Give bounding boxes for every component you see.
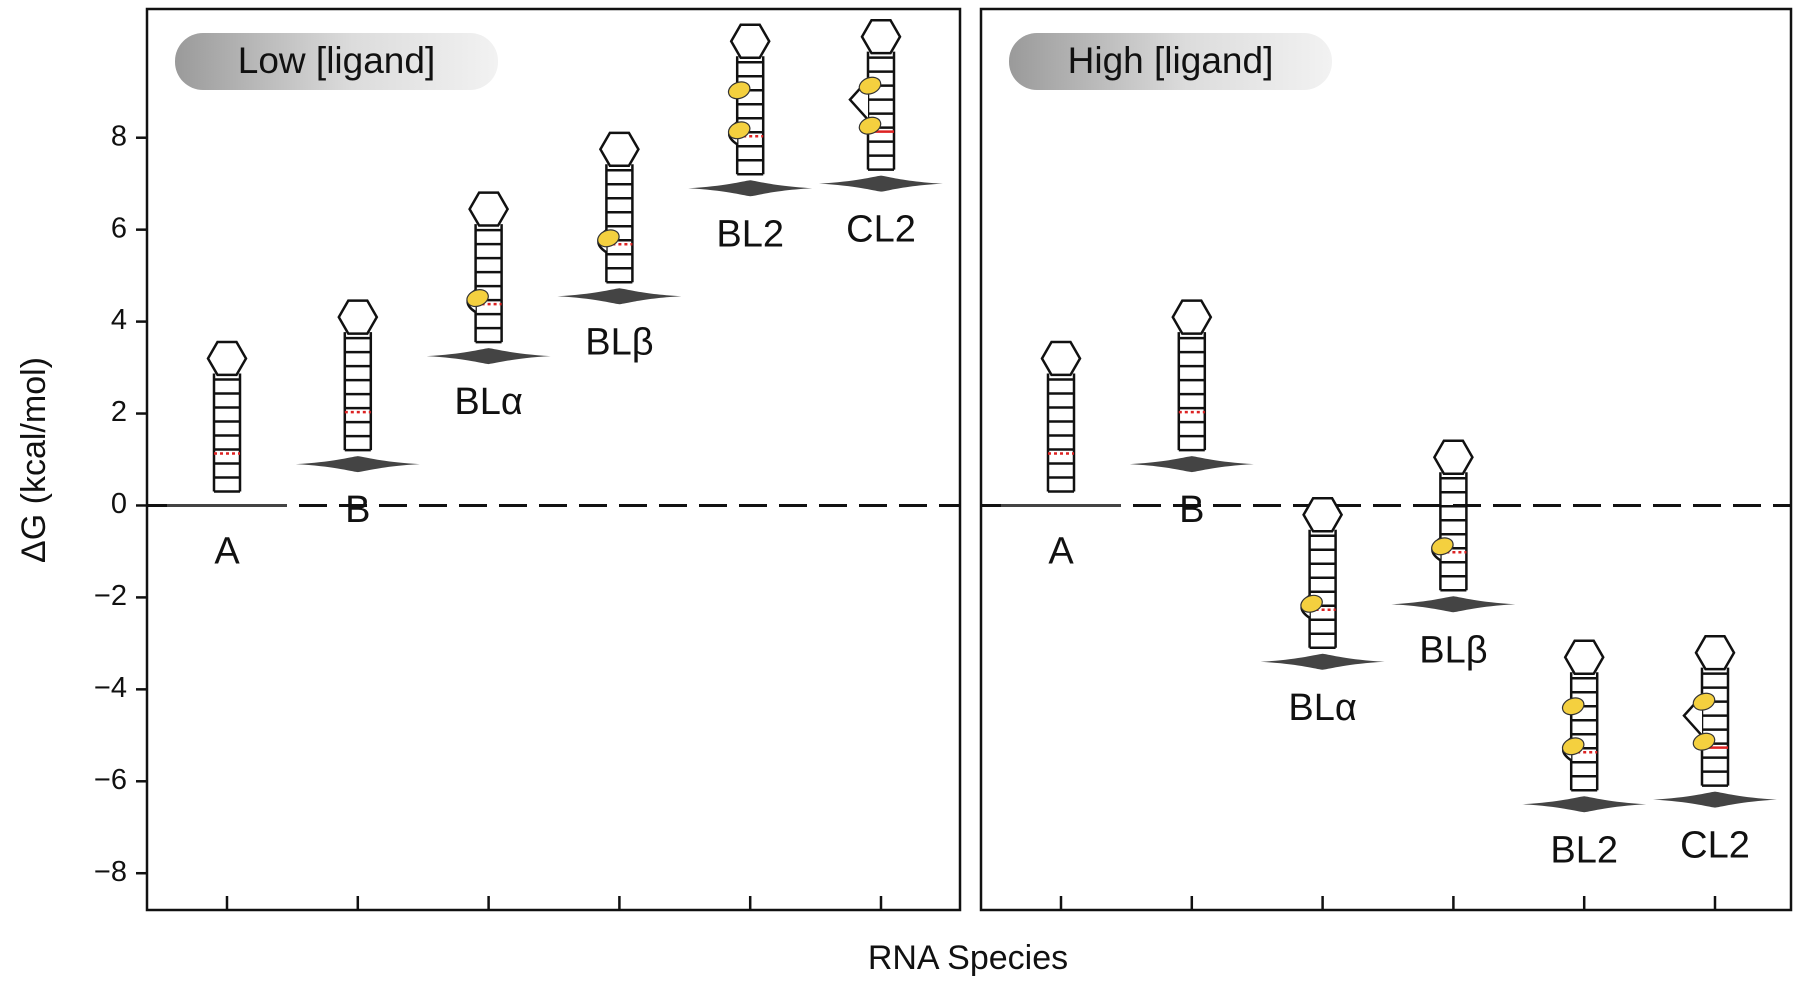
- x-tick-label: A: [1048, 531, 1074, 573]
- rna-loop: [1432, 439, 1474, 476]
- violin: [426, 348, 551, 365]
- ligand: [858, 116, 882, 135]
- violin: [557, 288, 682, 305]
- y-tick-label: 8: [111, 120, 127, 152]
- rna-stem: [1046, 373, 1076, 492]
- ligand: [1300, 594, 1323, 613]
- ligand: [1561, 737, 1585, 756]
- y-tick-label: 6: [111, 212, 127, 244]
- y-tick-label: −2: [94, 580, 127, 612]
- rna-stem: [1308, 529, 1337, 648]
- rna-stem: [474, 224, 503, 343]
- rna-icon: [848, 18, 902, 171]
- x-tick-label: CL2: [1680, 825, 1750, 867]
- ligand: [1692, 732, 1716, 751]
- y-axis-label: ΔG (kcal/mol): [15, 357, 53, 563]
- violin: [1522, 796, 1647, 813]
- panel-label-box: [1009, 33, 1332, 90]
- rna-stem: [735, 56, 765, 175]
- rna-stem: [866, 51, 896, 170]
- rna-icon: [206, 340, 248, 493]
- rna-loop: [337, 299, 379, 335]
- rna-loop: [1040, 340, 1082, 377]
- rna-icon: [1171, 299, 1213, 452]
- rna-icon: [1682, 634, 1736, 787]
- rna-icon: [337, 299, 379, 452]
- y-tick-label: 2: [111, 396, 127, 428]
- rna-loop: [468, 191, 510, 227]
- rna-icon: [466, 191, 510, 344]
- panel-frame: [979, 7, 1793, 912]
- rna-stem: [605, 164, 634, 283]
- rna-icon: [1040, 340, 1082, 493]
- violin: [1653, 791, 1777, 808]
- y-tick-label: 4: [111, 304, 127, 336]
- violin: [1260, 653, 1385, 670]
- rna-icon: [1431, 439, 1474, 592]
- x-tick-label: BLα: [454, 381, 522, 423]
- ligand: [1431, 537, 1454, 556]
- panel-label-box: [175, 33, 498, 90]
- ligand: [1692, 692, 1716, 711]
- ligand: [727, 121, 751, 140]
- x-tick-label: B: [1179, 489, 1204, 531]
- x-tick-label: BL2: [1550, 829, 1618, 871]
- rna-stem: [1177, 332, 1207, 451]
- x-tick-label: BLα: [1288, 687, 1356, 729]
- panel-label: Low [ligand]: [238, 40, 435, 81]
- y-tick-label: −4: [94, 672, 127, 704]
- violin: [688, 180, 813, 197]
- ligand: [597, 229, 620, 248]
- x-tick-label: BLβ: [1419, 629, 1487, 671]
- ligand: [858, 76, 882, 95]
- x-tick-label: BLβ: [585, 321, 653, 363]
- rna-icon: [1561, 639, 1605, 792]
- x-tick-label: BL2: [716, 213, 784, 255]
- rna-stem: [1700, 667, 1730, 786]
- violin: [295, 456, 420, 473]
- panel-label: High [ligand]: [1068, 40, 1274, 81]
- violin: [819, 175, 943, 192]
- rna-stem: [343, 332, 373, 451]
- y-tick-label: −6: [94, 764, 127, 796]
- rna-loop: [1694, 634, 1736, 671]
- violin: [1391, 596, 1516, 613]
- rna-stem: [1569, 672, 1599, 791]
- rna-loop: [860, 18, 902, 55]
- ligand: [466, 289, 489, 308]
- rna-loop: [1563, 639, 1605, 675]
- x-axis-label: RNA Species: [868, 939, 1068, 977]
- x-tick-label: A: [214, 531, 240, 573]
- violin: [1129, 456, 1254, 473]
- rna-loop: [1302, 497, 1344, 533]
- rna-loop: [1171, 299, 1213, 335]
- x-tick-label: B: [345, 489, 370, 531]
- ligand: [1561, 697, 1585, 716]
- x-tick-label: CL2: [846, 209, 916, 251]
- rna-stem: [1439, 472, 1468, 591]
- y-tick-label: −8: [94, 856, 127, 888]
- rna-icon: [597, 131, 640, 284]
- rna-loop: [206, 340, 248, 377]
- panel-frame: [145, 7, 962, 912]
- rna-icon: [1300, 497, 1344, 650]
- rna-loop: [729, 23, 771, 59]
- rna-icon: [727, 23, 771, 176]
- ligand: [727, 81, 751, 100]
- rna-loop: [598, 131, 640, 168]
- y-tick-label: 0: [111, 488, 127, 520]
- rna-stem: [212, 373, 242, 492]
